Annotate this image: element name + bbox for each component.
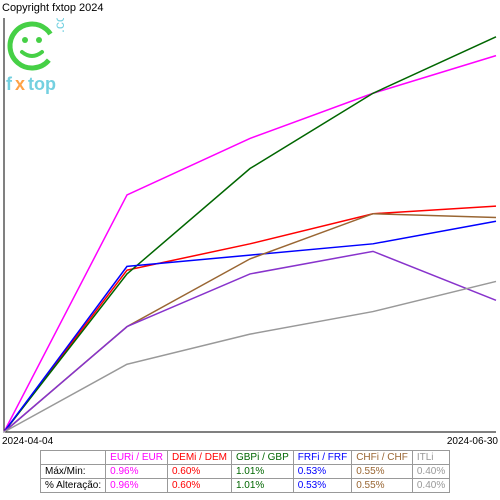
- x-axis-start-label: 2024-04-04: [2, 436, 53, 447]
- svg-text:.com: .com: [51, 18, 67, 33]
- legend-table: EURi / EURDEMi / DEMGBPi / GBPFRFi / FRF…: [40, 450, 450, 493]
- legend-row-maxmin: Máx/Min:: [41, 465, 106, 479]
- svg-text:top: top: [28, 74, 56, 94]
- legend-maxmin-value: 0.40%: [412, 465, 449, 479]
- x-axis-end-label: 2024-06-30: [447, 436, 498, 447]
- legend-change-value: 0.55%: [352, 479, 413, 493]
- legend-change-value: 1.01%: [231, 479, 293, 493]
- fxtop-logo: .com f x top: [4, 18, 104, 98]
- legend-header: EURi / EUR: [106, 451, 168, 465]
- series-line: [4, 206, 496, 432]
- legend-header: GBPi / GBP: [231, 451, 293, 465]
- legend-row-change: % Alteração:: [41, 479, 106, 493]
- legend-change-value: 0.96%: [106, 479, 168, 493]
- svg-text:f: f: [6, 74, 13, 94]
- legend-empty: [41, 451, 106, 465]
- legend-maxmin-value: 0.96%: [106, 465, 168, 479]
- svg-text:x: x: [15, 74, 25, 94]
- legend-change-value: 0.40%: [412, 479, 449, 493]
- legend-maxmin-value: 0.55%: [352, 465, 413, 479]
- legend-header: FRFi / FRF: [293, 451, 351, 465]
- copyright-text: Copyright fxtop 2024: [2, 2, 104, 14]
- series-line: [4, 251, 496, 432]
- series-line: [4, 281, 496, 432]
- series-line: [4, 221, 496, 432]
- series-line: [4, 214, 496, 432]
- legend-header: CHFi / CHF: [352, 451, 413, 465]
- legend-change-value: 0.53%: [293, 479, 351, 493]
- legend-maxmin-value: 1.01%: [231, 465, 293, 479]
- legend-header: ITLi: [412, 451, 449, 465]
- legend-maxmin-value: 0.53%: [293, 465, 351, 479]
- legend-change-value: 0.60%: [167, 479, 231, 493]
- legend-maxmin-value: 0.60%: [167, 465, 231, 479]
- legend-header: DEMi / DEM: [167, 451, 231, 465]
